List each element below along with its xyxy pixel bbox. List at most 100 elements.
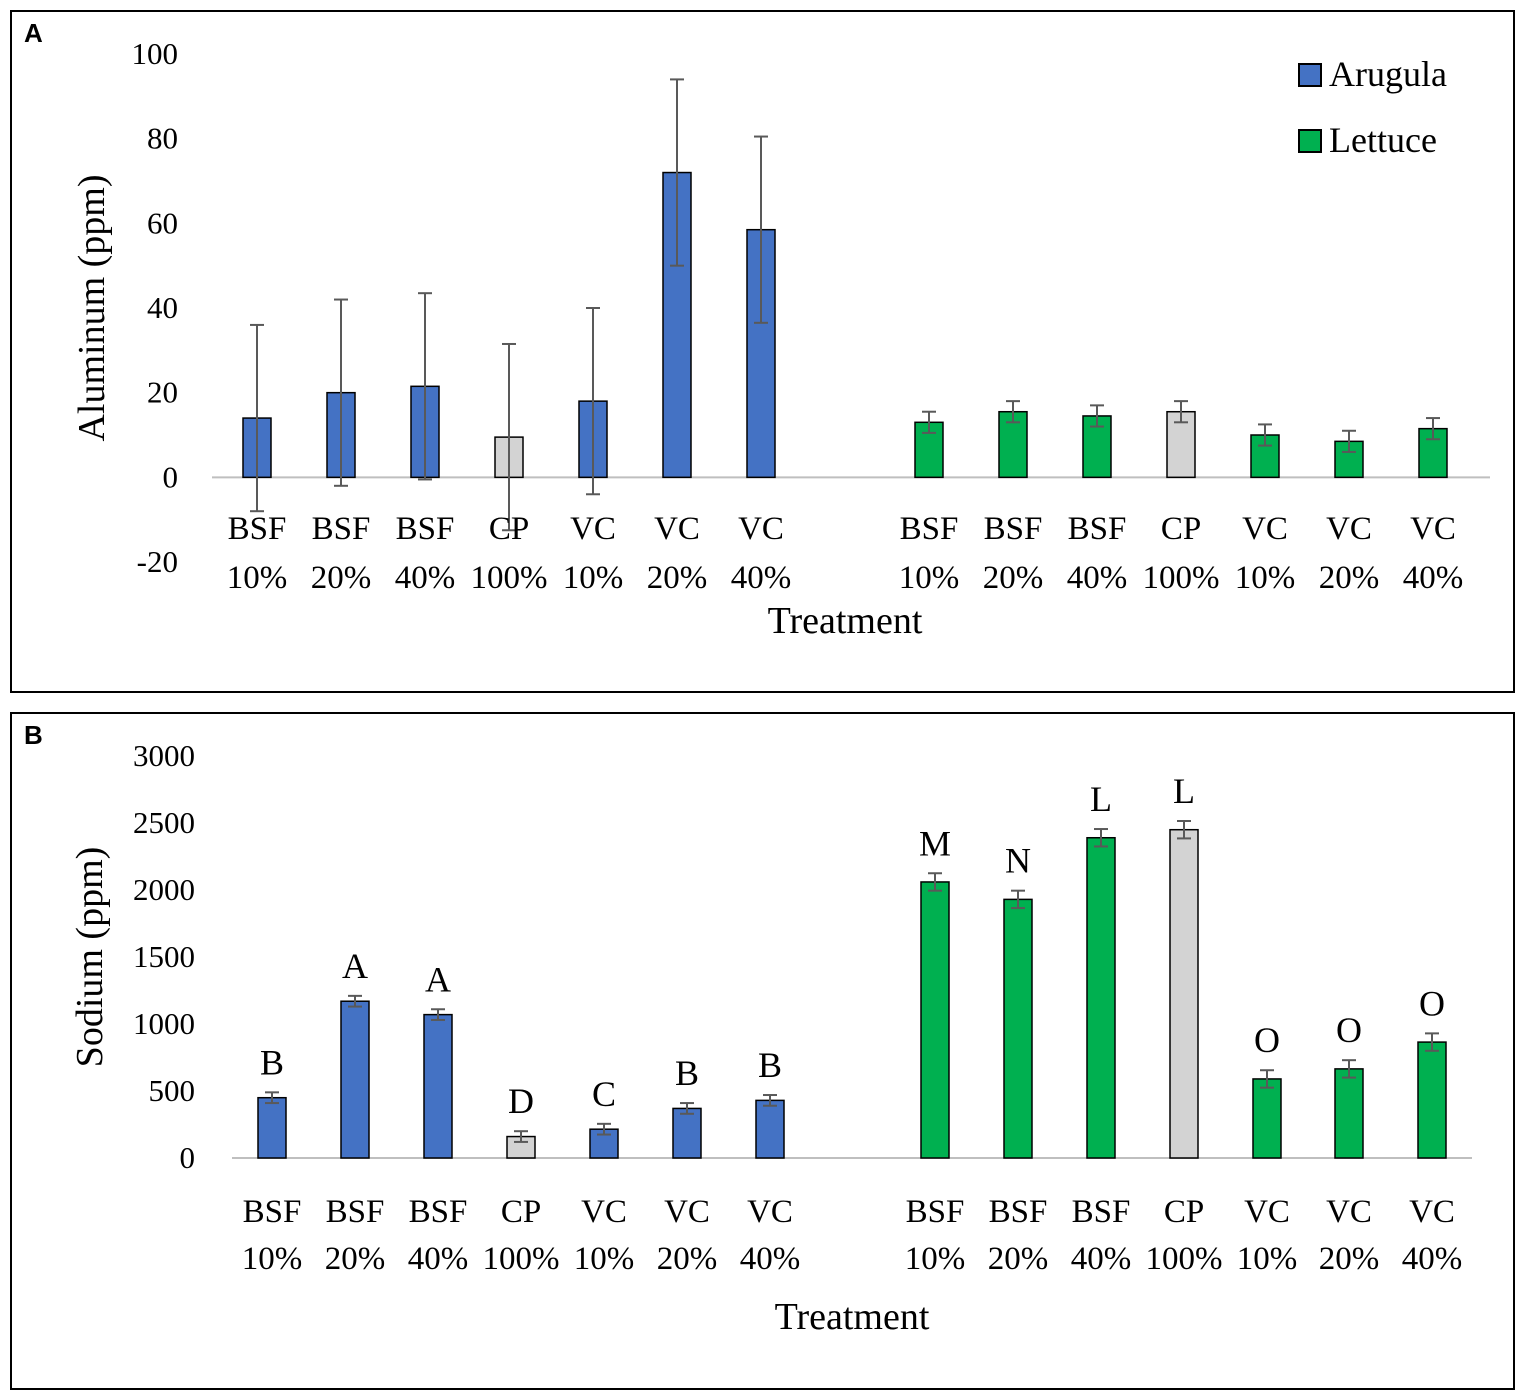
x-tick-label: 20%: [657, 1241, 718, 1277]
x-tick-label: BSF: [312, 511, 371, 547]
panel-b: B 0 500 1000 1500 2000 2500 3000 Sodium (ppm) Tr…: [10, 712, 1515, 1390]
significance-letter: N: [1005, 841, 1031, 881]
x-tick-label: 100%: [483, 1241, 560, 1277]
y-axis-title: Aluminum (ppm): [71, 174, 113, 441]
x-tick-label: VC: [581, 1194, 627, 1230]
aluminum-chart: -20 0 20 40 60 80 100 Aluminum (ppm) Treatment BS…: [71, 36, 1490, 642]
x-tick-label: BSF: [989, 1194, 1048, 1230]
x-tick-label: VC: [570, 511, 616, 547]
x-tick-label: 40%: [740, 1241, 801, 1277]
x-tick-label: 10%: [574, 1241, 635, 1277]
panel-a-letter: A: [24, 18, 43, 48]
x-tick-label: VC: [747, 1194, 793, 1230]
x-axis-title: Treatment: [768, 600, 923, 642]
x-tick-label: 40%: [1067, 560, 1128, 596]
x-tick-label: 10%: [905, 1241, 966, 1277]
bar-lettuce: [1003, 898, 1033, 1159]
y-tick-label: 0: [163, 459, 179, 494]
x-tick-label: BSF: [1072, 1194, 1131, 1230]
significance-letter: B: [758, 1045, 782, 1085]
y-tick-label: 60: [147, 205, 178, 240]
y-tick-label: 500: [149, 1073, 196, 1108]
x-tick-label: 10%: [899, 560, 960, 596]
significance-letter: L: [1090, 779, 1112, 819]
bar-arugula: [340, 1000, 370, 1159]
x-tick-label: BSF: [326, 1194, 385, 1230]
bar-lettuce: [1086, 836, 1116, 1159]
y-tick-label: 20: [147, 375, 178, 410]
x-tick-label: 100%: [1146, 1241, 1223, 1277]
x-tick-label: 20%: [1319, 560, 1380, 596]
significance-letter: A: [425, 959, 451, 999]
bar-lettuce: [914, 421, 944, 479]
y-axis-title: Sodium (ppm): [69, 847, 111, 1068]
x-tick-label: 10%: [1237, 1241, 1298, 1277]
x-tick-label: 40%: [1403, 560, 1464, 596]
legend-label-arugula: Arugula: [1329, 54, 1447, 94]
x-tick-label: 20%: [325, 1241, 386, 1277]
y-tick-label: 1000: [133, 1006, 195, 1041]
significance-letter: A: [342, 946, 368, 986]
bar-lettuce: [1169, 828, 1199, 1159]
bar-lettuce: [1334, 1068, 1364, 1159]
x-tick-label: BSF: [1068, 511, 1127, 547]
x-tick-label: CP: [1161, 511, 1201, 547]
y-tick-label: 0: [180, 1140, 196, 1175]
bar-arugula: [423, 1013, 453, 1159]
x-tick-label: 40%: [731, 560, 792, 596]
x-tick-label: VC: [738, 511, 784, 547]
y-tick-label: 40: [147, 290, 178, 325]
legend-swatch-arugula: [1298, 63, 1322, 87]
x-tick-label: CP: [489, 511, 529, 547]
x-tick-label: 20%: [983, 560, 1044, 596]
y-tick-label: 100: [132, 36, 179, 71]
significance-letter: L: [1173, 771, 1195, 811]
bar-arugula: [257, 1096, 287, 1159]
x-tick-label: 20%: [311, 560, 372, 596]
x-tick-label: 10%: [1235, 560, 1296, 596]
significance-letter: B: [260, 1042, 284, 1082]
x-tick-label: CP: [501, 1194, 541, 1230]
x-tick-label: BSF: [228, 511, 287, 547]
x-tick-label: BSF: [906, 1194, 965, 1230]
x-tick-label: BSF: [984, 511, 1043, 547]
x-tick-label: VC: [1410, 511, 1456, 547]
y-tick-label: 80: [147, 121, 178, 156]
bar-arugula: [672, 1107, 702, 1159]
x-tick-label: VC: [1409, 1194, 1455, 1230]
x-tick-label: 10%: [227, 560, 288, 596]
significance-letter: O: [1336, 1010, 1362, 1050]
y-tick-label: 2000: [133, 872, 195, 907]
legend-label-lettuce: Lettuce: [1329, 120, 1437, 160]
x-axis-title: Treatment: [775, 1296, 930, 1338]
x-tick-label: 20%: [988, 1241, 1049, 1277]
x-tick-label: CP: [1164, 1194, 1204, 1230]
x-tick-label: 10%: [563, 560, 624, 596]
panel-a: A -20 0 20 40 60 80 100 Aluminum (ppm) Treatment…: [10, 10, 1515, 693]
sodium-chart: 0 500 1000 1500 2000 2500 3000 Sodium (ppm) Trea…: [69, 738, 1472, 1338]
y-tick-label: 2500: [133, 805, 195, 840]
x-tick-label: 40%: [408, 1241, 469, 1277]
y-tick-label: 1500: [133, 939, 195, 974]
legend-swatch-lettuce: [1298, 129, 1322, 153]
bar-lettuce: [1417, 1041, 1447, 1159]
panel-b-letter: B: [24, 720, 43, 750]
x-tick-label: BSF: [396, 511, 455, 547]
x-tick-label: 20%: [1319, 1241, 1380, 1277]
significance-letter: O: [1254, 1020, 1280, 1060]
x-tick-label: VC: [1242, 511, 1288, 547]
x-tick-label: 100%: [471, 560, 548, 596]
x-tick-label: BSF: [900, 511, 959, 547]
bar-lettuce: [1252, 1078, 1282, 1159]
bar-arugula: [755, 1099, 785, 1159]
x-tick-label: 40%: [1071, 1241, 1132, 1277]
x-tick-label: 40%: [395, 560, 456, 596]
y-tick-label: 3000: [133, 738, 195, 773]
x-tick-label: VC: [664, 1194, 710, 1230]
x-tick-label: VC: [1326, 511, 1372, 547]
x-tick-label: 100%: [1143, 560, 1220, 596]
x-tick-label: VC: [1244, 1194, 1290, 1230]
x-tick-label: 20%: [647, 560, 708, 596]
significance-letter: B: [675, 1053, 699, 1093]
significance-letter: C: [592, 1074, 616, 1114]
